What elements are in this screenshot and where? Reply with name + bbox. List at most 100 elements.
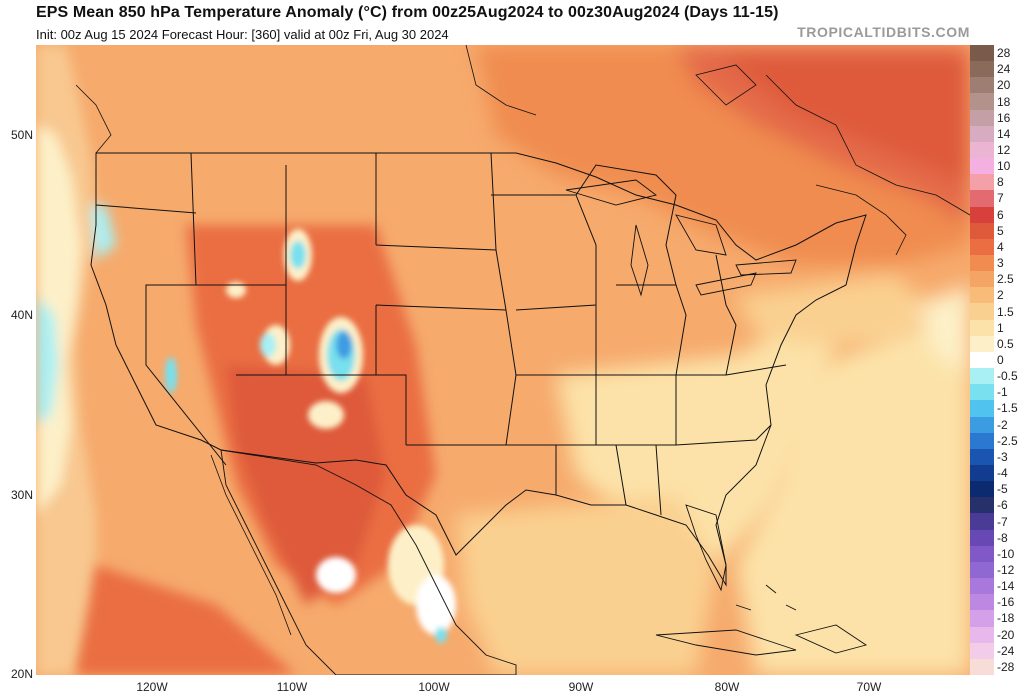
colorbar-swatch: [970, 578, 994, 595]
colorbar-label: 3: [997, 256, 1004, 271]
colorbar-label: -8: [997, 530, 1008, 545]
colorbar-swatch: [970, 174, 994, 191]
united-states: [90, 152, 867, 587]
colorbar-swatch: [970, 335, 994, 353]
colorbar-swatch: [970, 432, 994, 450]
colorbar-swatch: [970, 271, 994, 288]
colorbar-label: 2.5: [997, 272, 1014, 287]
pacific-ocean: [36, 45, 116, 675]
colorbar-label: 28: [997, 46, 1011, 61]
lon-label-120w: 120W: [136, 680, 168, 694]
colorbar-label: -14: [997, 579, 1015, 594]
colorbar-swatch: [970, 158, 994, 175]
colorbar-swatch: [970, 319, 994, 337]
colorbar-label: -2: [997, 417, 1008, 432]
colorbar-swatch: [970, 529, 994, 547]
rockies-cool-spots: [165, 229, 456, 643]
colorbar-label: -6: [997, 498, 1008, 513]
colorbar-label: -28: [997, 659, 1015, 674]
colorbar-label: -16: [997, 595, 1015, 610]
colorbar-swatch: [970, 497, 994, 514]
lon-label-90w: 90W: [568, 680, 594, 694]
lon-label-70w: 70W: [856, 680, 882, 694]
colorbar-label: -20: [997, 627, 1015, 642]
colorbar-label: 16: [997, 110, 1011, 125]
colorbar-swatch: [970, 610, 994, 628]
map-subtitle: Init: 00z Aug 15 2024 Forecast Hour: [36…: [36, 27, 449, 42]
colorbar-label: 1: [997, 320, 1004, 335]
great-lakes: [565, 179, 797, 297]
colorbar-swatch: [970, 545, 994, 563]
colorbar-swatch: [970, 465, 994, 482]
colorbar-label: 2: [997, 288, 1004, 303]
colorbar: [970, 45, 994, 676]
colorbar-label: -18: [997, 611, 1015, 626]
colorbar-label: 10: [997, 159, 1011, 174]
colorbar-label: -5: [997, 482, 1008, 497]
mexico: [210, 449, 517, 675]
colorbar-label: 14: [997, 126, 1011, 141]
colorbar-swatch: [970, 222, 994, 240]
colorbar-swatch: [970, 561, 994, 579]
colorbar-label: 18: [997, 94, 1011, 109]
colorbar-swatch: [970, 206, 994, 224]
colorbar-label: 24: [997, 62, 1011, 77]
map-title: EPS Mean 850 hPa Temperature Anomaly (°C…: [36, 4, 779, 21]
colorbar-swatch: [970, 61, 994, 78]
colorbar-swatch: [970, 125, 994, 143]
lon-label-100w: 100W: [418, 680, 450, 694]
colorbar-label: 0: [997, 353, 1004, 367]
colorbar-swatch: [970, 481, 994, 498]
caribbean-islands: [655, 504, 868, 656]
colorbar-swatch: [970, 141, 994, 159]
lat-label-30n: 30N: [10, 488, 33, 502]
colorbar-swatch: [970, 238, 994, 256]
colorbar-label: 1.5: [997, 304, 1014, 319]
colorbar-label: -2.5: [997, 433, 1018, 448]
colorbar-swatch: [970, 77, 994, 94]
colorbar-label: -1.5: [997, 401, 1018, 416]
colorbar-label: 12: [997, 143, 1011, 157]
lon-label-80w: 80W: [714, 680, 740, 694]
colorbar-label: -12: [997, 563, 1015, 577]
colorbar-label: -3: [997, 449, 1008, 464]
colorbar-label: 4: [997, 239, 1004, 254]
colorbar-swatch: [970, 109, 994, 127]
lat-label-40n: 40N: [10, 308, 33, 322]
colorbar-swatch: [970, 642, 994, 660]
atlantic-ocean: [736, 285, 970, 675]
canada-coastline: [75, 45, 970, 256]
colorbar-swatch: [970, 45, 994, 62]
colorbar-swatch: [970, 513, 994, 531]
colorbar-swatch: [970, 303, 994, 321]
anomaly-map: [36, 45, 970, 675]
colorbar-label: -24: [997, 643, 1015, 658]
colorbar-label: 5: [997, 223, 1004, 238]
colorbar-swatch: [970, 190, 994, 208]
colorbar-label: 20: [997, 78, 1011, 93]
site-watermark: TROPICALTIDBITS.COM: [797, 24, 970, 40]
colorbar-swatch: [970, 626, 994, 644]
colorbar-swatch: [970, 93, 994, 111]
colorbar-label: 6: [997, 207, 1004, 222]
colorbar-label: -4: [997, 466, 1008, 481]
colorbar-swatch: [970, 351, 994, 369]
canada: [476, 45, 970, 265]
colorbar-swatch: [970, 594, 994, 611]
colorbar-swatch: [970, 416, 994, 434]
colorbar-swatch: [970, 255, 994, 272]
colorbar-label: -0.5: [997, 369, 1018, 384]
colorbar-swatch: [970, 384, 994, 401]
colorbar-swatch: [970, 448, 994, 466]
map-svg: [36, 45, 970, 675]
colorbar-label: -1: [997, 385, 1008, 400]
colorbar-label: -10: [997, 546, 1015, 561]
gulf-of-mexico: [456, 495, 716, 675]
colorbar-label: 7: [997, 191, 1004, 206]
colorbar-swatch: [970, 368, 994, 385]
colorbar-swatch: [970, 658, 994, 676]
lat-label-50n: 50N: [10, 128, 33, 142]
colorbar-label: 8: [997, 175, 1004, 190]
colorbar-swatch: [970, 400, 994, 418]
colorbar-swatch: [970, 287, 994, 304]
